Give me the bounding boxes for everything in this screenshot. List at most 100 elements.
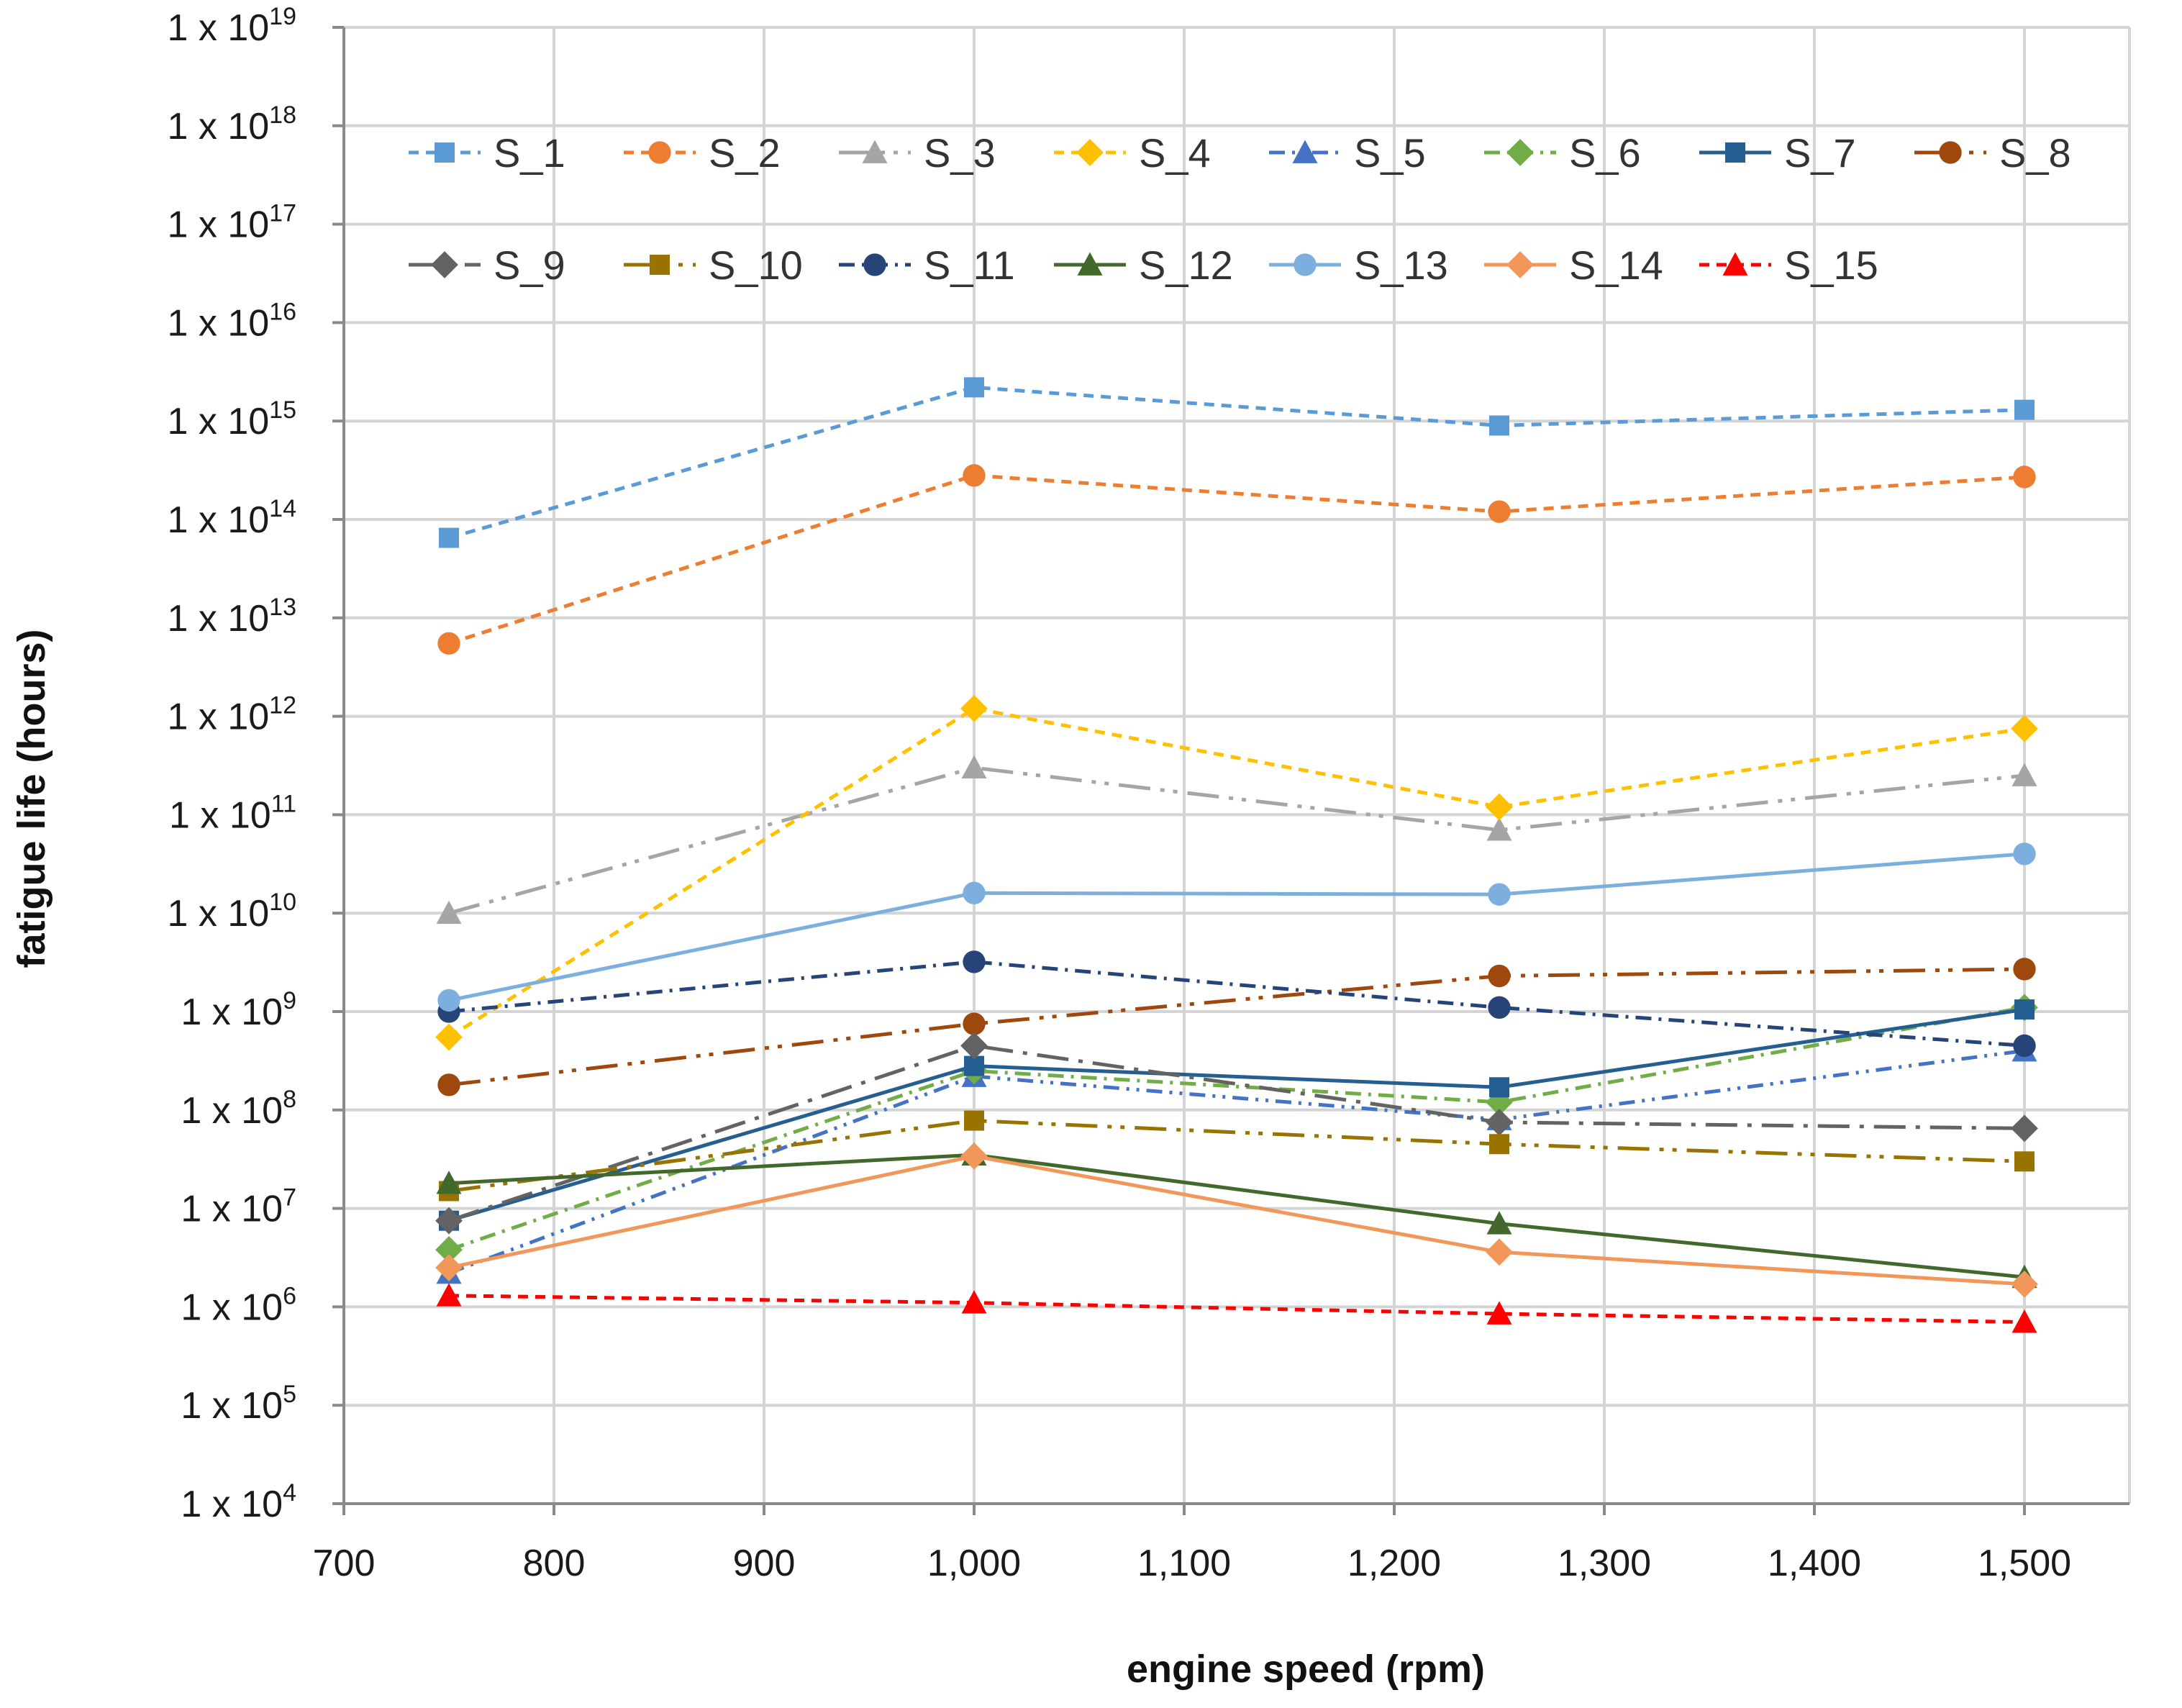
data-point: [2013, 958, 2036, 981]
data-point: [2013, 465, 2036, 489]
data-point: [2014, 999, 2035, 1020]
legend-item: S_15: [1699, 242, 1878, 288]
y-tick-label: 1 x 1011: [169, 790, 296, 836]
y-tick-label: 1 x 104: [181, 1479, 296, 1525]
data-point: [964, 1110, 984, 1131]
legend-marker: [1506, 251, 1534, 278]
axes: [332, 26, 2129, 1515]
data-point: [435, 1207, 463, 1235]
legend-item: S_12: [1054, 242, 1233, 288]
series-s-3: [436, 755, 2037, 925]
legend-label: S_11: [924, 242, 1015, 288]
legend-item: S_8: [1914, 130, 2071, 176]
legend-marker: [435, 142, 455, 163]
legend-label: S_15: [1784, 242, 1878, 288]
data-point: [435, 1236, 463, 1263]
legend-item: S_4: [1054, 130, 1211, 176]
series-line: [448, 1153, 2025, 1279]
series-s-13: [437, 842, 2036, 1012]
series-line: [448, 766, 2025, 915]
data-point: [2014, 1151, 2035, 1172]
series-line: [448, 1043, 2025, 1223]
legend-item: S_7: [1699, 130, 1856, 176]
legend-marker: [1722, 252, 1748, 276]
data-point: [436, 900, 462, 925]
data-point: [960, 1142, 988, 1170]
x-tick-labels: 700 800 900 1,000 1,100 1,200 1,300 1,400 1,500: [313, 1543, 2071, 1584]
legend-marker: [1725, 142, 1745, 163]
data-point: [436, 1171, 462, 1194]
data-point: [2013, 1034, 2036, 1058]
x-tick-label: 700: [313, 1543, 376, 1584]
y-tick-label: 1 x 108: [181, 1086, 296, 1132]
y-axis-title: fatigue life (hours): [10, 630, 53, 968]
series-s-10: [439, 1110, 2035, 1201]
series-line: [448, 473, 2025, 645]
legend-label: S_10: [709, 242, 803, 288]
legend-marker: [1077, 252, 1103, 276]
data-point: [2013, 842, 2036, 866]
legend-label: S_3: [924, 130, 996, 176]
legend-label: S_1: [494, 130, 565, 176]
y-tick-label: 1 x 1019: [168, 3, 296, 49]
series-line: [448, 1154, 2025, 1286]
data-point: [435, 1254, 463, 1281]
series-line: [448, 967, 2025, 1087]
x-tick-label: 1,000: [927, 1543, 1021, 1584]
legend-label: S_12: [1139, 242, 1233, 288]
legend-marker: [863, 253, 886, 276]
gridlines: [344, 26, 2131, 1505]
data-point: [964, 377, 984, 398]
y-tick-label: 1 x 107: [181, 1184, 296, 1230]
legend-label: S_4: [1139, 130, 1211, 176]
data-point: [1488, 964, 1511, 988]
y-tick-label: 1 x 1013: [168, 594, 296, 640]
legend-label: S_5: [1354, 130, 1426, 176]
legend-item: S_2: [624, 130, 781, 176]
data-point: [2011, 1114, 2038, 1143]
data-point: [1489, 415, 1509, 436]
y-tick-label: 1 x 106: [181, 1282, 296, 1328]
data-point: [961, 1290, 987, 1314]
data-point: [1486, 1238, 1513, 1266]
series-s-4: [435, 694, 2038, 1051]
data-point: [1486, 793, 1513, 821]
data-point: [2011, 763, 2037, 786]
x-tick-label: 1,300: [1558, 1543, 1651, 1584]
series-s-14: [435, 1142, 2038, 1298]
series-line: [448, 1119, 2025, 1193]
series-s-15: [436, 1283, 2037, 1333]
legend-label: S_13: [1354, 242, 1448, 288]
data-point: [1489, 1077, 1509, 1098]
data-point: [963, 1012, 986, 1035]
data-point: [2014, 399, 2035, 420]
y-tick-labels: 1 x 104 1 x 105 1 x 106 1 x 107 1 x 108 1 x 1…: [168, 3, 296, 1525]
legend-label: S_2: [709, 130, 781, 176]
data-point: [961, 755, 987, 779]
x-tick-label: 900: [733, 1543, 796, 1584]
x-tick-label: 1,400: [1768, 1543, 1861, 1584]
series-line: [448, 1048, 2025, 1275]
data-point: [1486, 1301, 1512, 1325]
data-point: [1488, 883, 1511, 906]
series-line: [448, 1007, 2025, 1223]
data-point: [1488, 996, 1511, 1019]
x-tick-label: 800: [523, 1543, 586, 1584]
data-point: [437, 1073, 460, 1096]
y-tick-label: 1 x 1012: [168, 692, 296, 738]
series-s-1: [439, 377, 2035, 548]
data-point: [1486, 1108, 1513, 1136]
y-tick-label: 1 x 1017: [168, 200, 296, 246]
legend-label: S_8: [1999, 130, 2071, 176]
series-s-9: [435, 1032, 2038, 1235]
data-point: [1488, 500, 1511, 523]
data-point: [437, 989, 460, 1012]
legend-label: S_9: [494, 242, 565, 288]
legend-item: S_11: [839, 242, 1015, 288]
series-s-2: [437, 464, 2036, 655]
legend-item: S_10: [624, 242, 803, 288]
legend-marker: [1506, 139, 1534, 166]
series-line: [448, 1005, 2025, 1252]
